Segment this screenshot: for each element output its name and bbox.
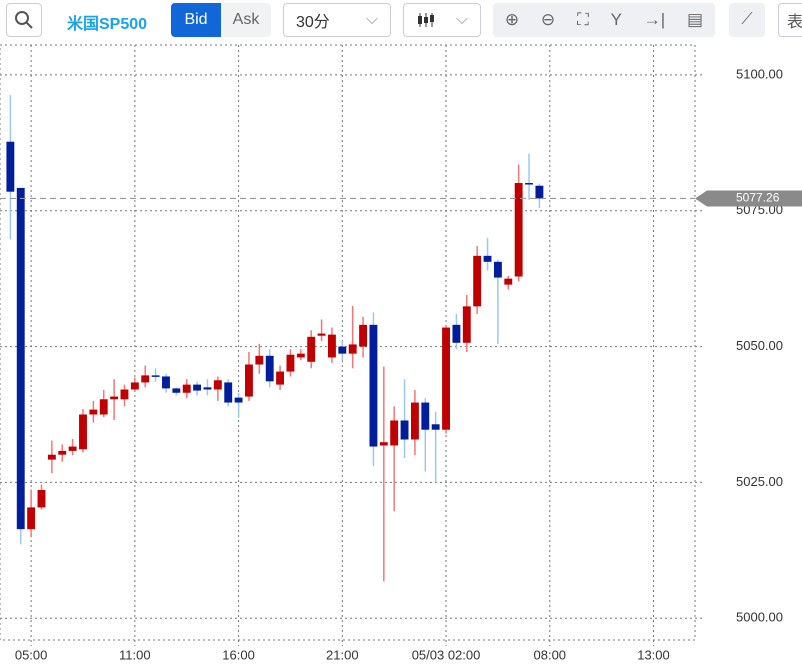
candle-body (483, 255, 492, 262)
candle-body (213, 380, 222, 390)
candle-body (182, 384, 191, 393)
candle-body (462, 306, 471, 343)
candle-body (27, 507, 36, 530)
candle-body (141, 375, 150, 383)
candle-body (359, 324, 368, 347)
candle-body (193, 384, 202, 391)
candle-body (317, 333, 326, 336)
x-tick-label: 21:00 (326, 647, 359, 662)
scale[interactable]: Y (610, 10, 622, 29)
candle-body (224, 382, 233, 403)
symbol[interactable]: 米国SP500 (67, 16, 148, 33)
candle-body (58, 450, 67, 455)
y-tick-label: 5100.00 (736, 66, 783, 81)
candle-body (400, 420, 409, 440)
candle-body (327, 334, 336, 358)
candle-body (68, 446, 77, 451)
caret: ⌵ (455, 11, 468, 28)
candle-body (348, 344, 357, 354)
candle-body (421, 402, 430, 430)
candle-body (245, 364, 253, 397)
interval: 30分 (296, 14, 330, 31)
candle-body (379, 442, 388, 446)
y-tick-label: 5075.00 (736, 202, 783, 217)
to-end[interactable]: →| (643, 10, 666, 29)
candle-body (442, 327, 450, 430)
candle-body (234, 397, 243, 403)
candle-body (307, 336, 316, 362)
candle-body (369, 324, 378, 447)
candle-body (493, 261, 502, 278)
table-button[interactable]: 表 (778, 3, 802, 37)
candle-body (410, 402, 419, 440)
zoom-in[interactable]: ⊕ (504, 10, 520, 29)
doc[interactable]: ▤ (686, 10, 704, 29)
bid-button[interactable]: Bid (171, 3, 221, 37)
x-tick-label: 16:00 (222, 647, 255, 662)
candle-body (6, 141, 15, 192)
candle-body (99, 399, 108, 415)
zoom-out[interactable]: ⊖ (540, 10, 556, 29)
candle-body (431, 424, 440, 430)
candle-body (110, 396, 119, 400)
x-tick-label: 05/03 02:00 (412, 647, 481, 662)
candle-body (255, 355, 264, 365)
candle-body (16, 187, 25, 530)
last-price-label: 5077.26 (736, 191, 780, 205)
y-tick-label: 5050.00 (736, 338, 783, 353)
y-tick-label: 5025.00 (736, 474, 783, 489)
last-price-tag (695, 190, 802, 207)
candle-body (37, 490, 46, 508)
indicator-button[interactable]: ⟋ (729, 3, 765, 37)
candle-body (390, 420, 399, 446)
interval-select[interactable]: 30分 ⌵ (283, 3, 391, 37)
candle-body (504, 278, 513, 285)
candle-body (265, 355, 274, 382)
candle-body (296, 353, 305, 358)
x-tick-label: 11:00 (119, 647, 151, 662)
candle-body (514, 183, 523, 277)
candle-body (120, 389, 129, 400)
candle-body (338, 346, 347, 354)
candle-body (286, 354, 295, 372)
x-tick-label: 13:00 (637, 647, 670, 662)
plot-frame (0, 44, 696, 641)
caret: ⌵ (365, 11, 378, 28)
candle-body (535, 185, 544, 199)
x-tick-label: 05:00 (15, 647, 48, 662)
candle-body (452, 324, 461, 343)
candle-body (172, 388, 181, 393)
search-icon (15, 11, 33, 29)
search-button[interactable] (6, 3, 42, 37)
candle-icon (418, 13, 434, 27)
candle-body (47, 454, 56, 460)
candle-body (162, 376, 170, 389)
fit[interactable]: ⛶ (576, 10, 589, 29)
chart-type-select[interactable]: ⌵ (403, 3, 481, 37)
tool-group: ⊕ ⊖ ⛶ Y →| ▤ (493, 3, 715, 37)
x-tick-label: 08:00 (534, 647, 567, 662)
candle-body (151, 375, 160, 377)
candle-body (276, 371, 285, 385)
candle-body (79, 414, 87, 450)
candle-body (130, 382, 139, 390)
y-tick-label: 5000.00 (736, 610, 783, 625)
ask-button[interactable]: Ask (221, 3, 271, 37)
candle-body (473, 255, 482, 307)
candle-body (89, 409, 98, 415)
candle-body (203, 387, 212, 390)
candle-body (525, 183, 533, 185)
